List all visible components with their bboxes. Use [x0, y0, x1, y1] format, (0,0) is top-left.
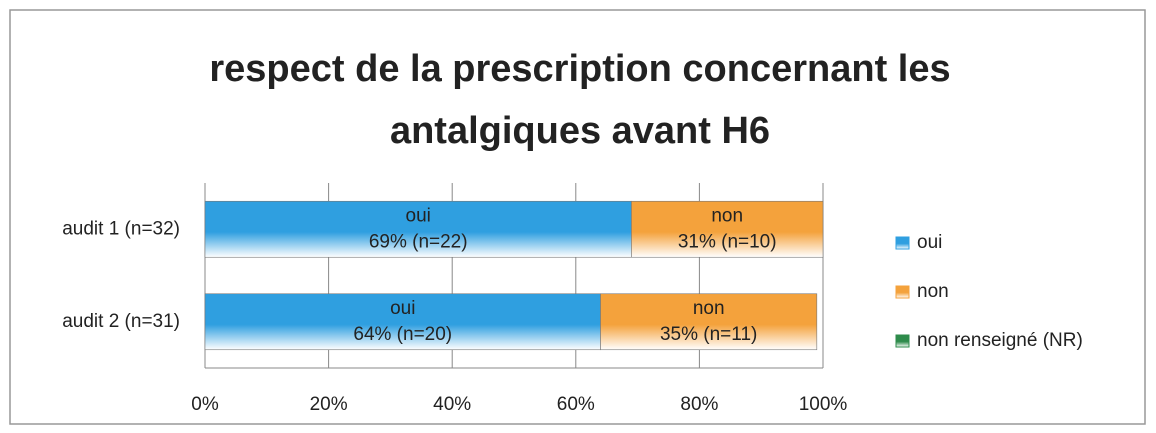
data-label: 64% (n=20)	[353, 324, 452, 345]
legend-swatch	[895, 334, 910, 348]
x-tick-label: 80%	[680, 394, 718, 415]
x-tick-label: 0%	[191, 394, 219, 415]
data-label-name: oui	[406, 205, 431, 226]
y-tick-label: audit 2 (n=31)	[62, 311, 180, 332]
legend-swatch	[895, 236, 910, 250]
bar	[204, 293, 601, 351]
data-label: 35% (n=11)	[660, 324, 757, 345]
data-label-name: non	[711, 205, 743, 226]
y-tick-label: audit 1 (n=32)	[62, 218, 180, 239]
data-label: 31% (n=10)	[678, 231, 777, 252]
chart-border	[9, 9, 1146, 425]
bar	[600, 293, 818, 351]
legend-label: non renseigné (NR)	[917, 330, 1083, 351]
x-tick-label: 20%	[310, 394, 348, 415]
x-tick-label: 40%	[433, 394, 471, 415]
legend-label: oui	[917, 232, 942, 253]
x-tick-label: 60%	[557, 394, 595, 415]
bar	[631, 200, 824, 258]
x-tick-label: 100%	[799, 394, 848, 415]
data-label-name: non	[693, 298, 725, 319]
data-label: 69% (n=22)	[369, 231, 468, 252]
legend-label: non	[917, 281, 949, 302]
chart-title: respect de la prescription concernant le…	[209, 48, 951, 152]
data-label-name: oui	[390, 298, 415, 319]
legend-swatch	[895, 285, 910, 299]
